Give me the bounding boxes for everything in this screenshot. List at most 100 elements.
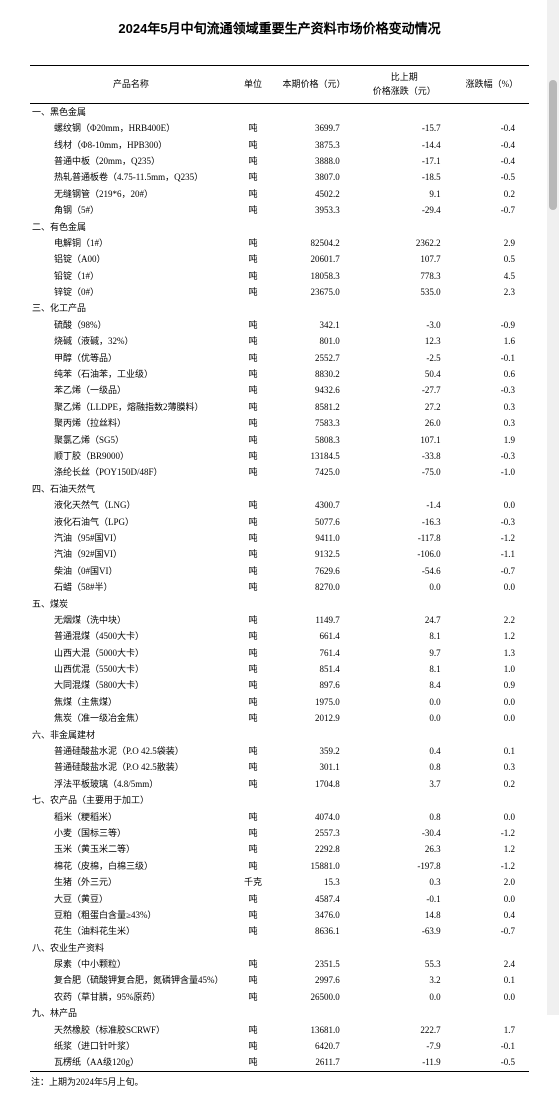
table-row: 顺丁胶（BR9000）吨13184.5-33.8-0.3 — [30, 448, 529, 464]
diff: -18.5 — [354, 169, 455, 185]
category-label: 七、农产品（主要用于加工） — [30, 792, 529, 808]
category-label: 三、化工产品 — [30, 300, 529, 316]
price: 3699.7 — [274, 120, 354, 136]
unit: 吨 — [232, 268, 274, 284]
scrollbar[interactable] — [547, 0, 559, 1015]
price: 342.1 — [274, 317, 354, 333]
unit: 吨 — [232, 514, 274, 530]
diff: 14.8 — [354, 907, 455, 923]
price: 9132.5 — [274, 546, 354, 562]
product-name: 电解铜（1#） — [30, 235, 232, 251]
pct: 0.1 — [455, 972, 529, 988]
table-row: 涤纶长丝（POY150D/48F）吨7425.0-75.0-1.0 — [30, 464, 529, 480]
table-row: 玉米（黄玉米二等）吨2292.826.31.2 — [30, 841, 529, 857]
product-name: 大同混煤（5800大卡） — [30, 677, 232, 693]
diff: -14.4 — [354, 137, 455, 153]
table-row: 烧碱（液碱，32%）吨801.012.31.6 — [30, 333, 529, 349]
unit: 吨 — [232, 546, 274, 562]
diff: 222.7 — [354, 1022, 455, 1038]
product-name: 石蜡（58#半） — [30, 579, 232, 595]
pct: 0.2 — [455, 186, 529, 202]
diff: 9.1 — [354, 186, 455, 202]
price: 3953.3 — [274, 202, 354, 218]
pct: 1.0 — [455, 661, 529, 677]
table-row: 甲醇（优等品）吨2552.7-2.5-0.1 — [30, 350, 529, 366]
diff: 26.3 — [354, 841, 455, 857]
pct: 4.5 — [455, 268, 529, 284]
pct: -1.2 — [455, 825, 529, 841]
pct: 0.0 — [455, 694, 529, 710]
diff: 24.7 — [354, 612, 455, 628]
pct: -0.3 — [455, 448, 529, 464]
category-label: 九、林产品 — [30, 1005, 529, 1021]
table-row: 焦炭（准一级冶金焦）吨2012.90.00.0 — [30, 710, 529, 726]
price: 23675.0 — [274, 284, 354, 300]
diff: -30.4 — [354, 825, 455, 841]
product-name: 线材（Φ8-10mm，HPB300） — [30, 137, 232, 153]
pct: 1.2 — [455, 628, 529, 644]
pct: 0.6 — [455, 366, 529, 382]
unit: 吨 — [232, 448, 274, 464]
table-row: 聚乙烯（LLDPE，熔融指数2薄膜料）吨8581.227.20.3 — [30, 399, 529, 415]
price: 9432.6 — [274, 382, 354, 398]
unit: 吨 — [232, 186, 274, 202]
category-row: 一、黑色金属 — [30, 103, 529, 120]
diff: 778.3 — [354, 268, 455, 284]
pct: -0.4 — [455, 153, 529, 169]
category-label: 一、黑色金属 — [30, 103, 529, 120]
diff: -117.8 — [354, 530, 455, 546]
table-row: 无烟煤（洗中块）吨1149.724.72.2 — [30, 612, 529, 628]
unit: 吨 — [232, 317, 274, 333]
pct: 1.7 — [455, 1022, 529, 1038]
price: 2351.5 — [274, 956, 354, 972]
unit: 吨 — [232, 907, 274, 923]
diff: 0.0 — [354, 710, 455, 726]
price: 8270.0 — [274, 579, 354, 595]
product-name: 纯苯（石油苯，工业级） — [30, 366, 232, 382]
diff: 8.4 — [354, 677, 455, 693]
diff: 50.4 — [354, 366, 455, 382]
price: 2611.7 — [274, 1054, 354, 1071]
product-name: 液化石油气（LPG） — [30, 514, 232, 530]
unit: 吨 — [232, 891, 274, 907]
diff: -16.3 — [354, 514, 455, 530]
product-name: 聚氯乙烯（SG5） — [30, 432, 232, 448]
product-name: 焦煤（主焦煤） — [30, 694, 232, 710]
pct: 0.3 — [455, 399, 529, 415]
pct: 0.2 — [455, 776, 529, 792]
price: 13184.5 — [274, 448, 354, 464]
pct: 0.0 — [455, 891, 529, 907]
pct: 0.0 — [455, 497, 529, 513]
unit: 吨 — [232, 612, 274, 628]
pct: -0.3 — [455, 514, 529, 530]
pct: 0.3 — [455, 759, 529, 775]
price: 7629.6 — [274, 563, 354, 579]
diff: -3.0 — [354, 317, 455, 333]
scrollbar-thumb[interactable] — [549, 80, 557, 210]
price: 8581.2 — [274, 399, 354, 415]
table-header-row: 产品名称 单位 本期价格（元） 比上期 价格涨跌（元） 涨跌幅（%） — [30, 66, 529, 104]
table-row: 棉花（皮棉，白棉三级）吨15881.0-197.8-1.2 — [30, 858, 529, 874]
diff: -63.9 — [354, 923, 455, 939]
pct: 2.9 — [455, 235, 529, 251]
pct: 1.2 — [455, 841, 529, 857]
header-name: 产品名称 — [30, 66, 232, 104]
price: 2997.6 — [274, 972, 354, 988]
product-name: 锌锭（0#） — [30, 284, 232, 300]
price: 4074.0 — [274, 809, 354, 825]
product-name: 聚丙烯（拉丝料） — [30, 415, 232, 431]
diff: -11.9 — [354, 1054, 455, 1071]
price: 5808.3 — [274, 432, 354, 448]
pct: -0.9 — [455, 317, 529, 333]
table-row: 硫酸（98%）吨342.1-3.0-0.9 — [30, 317, 529, 333]
diff: -197.8 — [354, 858, 455, 874]
product-name: 普通中板（20mm，Q235） — [30, 153, 232, 169]
pct: 1.9 — [455, 432, 529, 448]
product-name: 螺纹钢（Φ20mm，HRB400E） — [30, 120, 232, 136]
pct: -0.7 — [455, 202, 529, 218]
table-row: 浮法平板玻璃（4.8/5mm）吨1704.83.70.2 — [30, 776, 529, 792]
diff: 9.7 — [354, 645, 455, 661]
price: 2292.8 — [274, 841, 354, 857]
product-name: 液化天然气（LNG） — [30, 497, 232, 513]
diff: 27.2 — [354, 399, 455, 415]
